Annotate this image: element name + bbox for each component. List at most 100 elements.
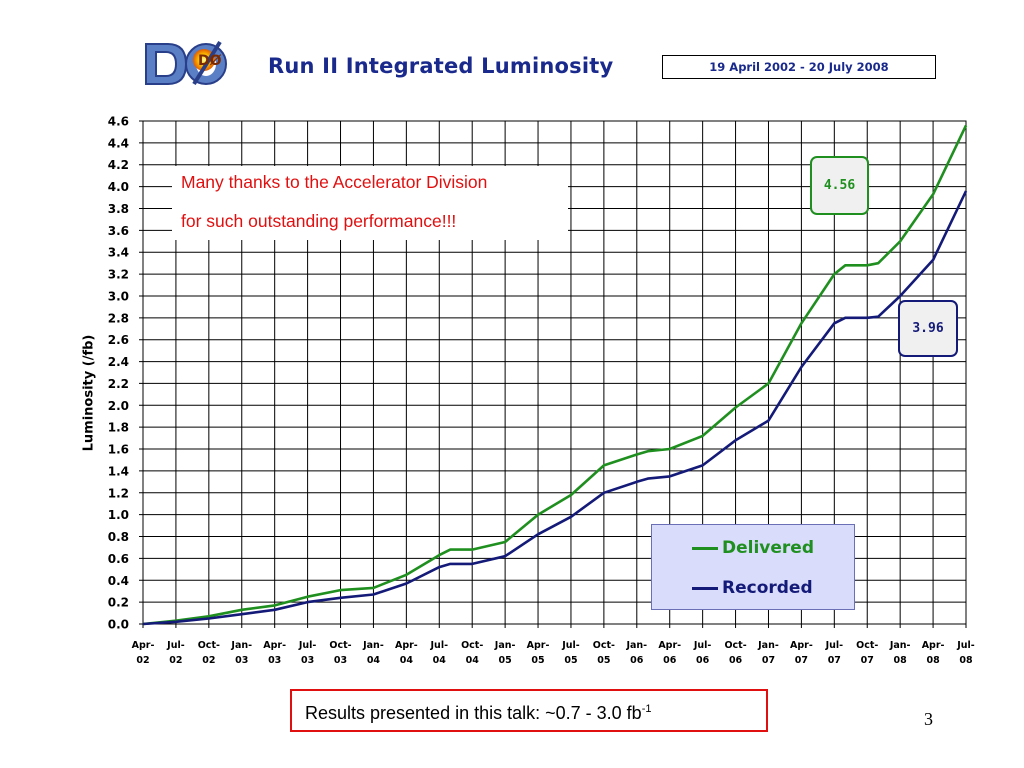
luminosity-chart: 0.0 0.2 0.4 0.6 0.8 1.0 1.2 1.4 1.6 1.8 2.0 2.2 2.4 2… (108, 115, 975, 667)
legend-item-recorded: Recorded (692, 578, 813, 598)
y-tick-label: 0.0 (108, 618, 129, 632)
y-tick-label: 3.8 (108, 202, 129, 216)
y-tick-label: 4.0 (108, 180, 129, 194)
series-line-recorded (142, 190, 968, 626)
x-tick-label: 07 (861, 655, 874, 666)
results-note: Results presented in this talk: ~0.7 - 3… (290, 689, 768, 732)
legend-swatch-delivered (692, 546, 718, 550)
x-tick-label: Oct- (724, 640, 746, 651)
x-tick-label: Jul- (825, 640, 844, 651)
y-tick-label: 4.2 (108, 158, 129, 172)
y-tick-label: 1.2 (108, 486, 129, 500)
y-tick-label: 1.4 (108, 464, 129, 478)
legend-label-delivered: Delivered (722, 538, 814, 558)
x-tick-label: 06 (663, 655, 677, 666)
y-tick-label: 2.0 (108, 399, 129, 413)
x-tick-label: Apr- (395, 640, 418, 651)
y-tick-label: 4.6 (108, 115, 129, 129)
y-tick-label: 2.8 (108, 311, 129, 325)
x-tick-label: Jul- (298, 640, 317, 651)
page-number: 3 (924, 709, 933, 729)
x-tick-label: Jul- (430, 640, 449, 651)
y-tick-label: 2.2 (108, 377, 129, 391)
x-tick-label: Oct- (461, 640, 483, 651)
x-tick-label: Jan- (625, 640, 647, 651)
x-tick-label: Jan- (889, 640, 911, 651)
y-tick-label: 0.2 (108, 596, 129, 610)
y-tick-label: 2.6 (108, 333, 129, 347)
x-tick-label: Jul- (693, 640, 712, 651)
x-tick-label: Jul- (561, 640, 580, 651)
y-tick-label: 3.6 (108, 224, 129, 238)
x-tick-label: 05 (531, 655, 544, 666)
x-tick-label: 05 (564, 655, 577, 666)
results-text: Results presented in this talk: ~0.7 - 3… (305, 703, 642, 723)
y-tick-label: 2.4 (108, 355, 129, 369)
x-tick-label: Jan- (362, 640, 384, 651)
x-tick-label: Apr- (527, 640, 550, 651)
y-tick-label: 4.4 (108, 136, 129, 150)
y-tick-label: 1.0 (108, 508, 129, 522)
x-tick-label: 08 (959, 655, 973, 666)
legend-label-recorded: Recorded (722, 578, 813, 598)
x-tick-label: 02 (169, 655, 182, 666)
y-tick-label: 0.6 (108, 552, 129, 566)
logo-text: DØ (198, 53, 222, 69)
x-tick-label: 03 (268, 655, 281, 666)
y-tick-label: 1.8 (108, 421, 129, 435)
x-tick-label: 05 (499, 655, 512, 666)
date-range-box: 19 April 2002 - 20 July 2008 (662, 55, 936, 79)
x-tick-label: 02 (136, 655, 149, 666)
x-tick-label: 07 (828, 655, 841, 666)
recorded-value-callout: 3.96 (898, 300, 958, 357)
x-tick-label: Apr- (658, 640, 681, 651)
x-tick-label: Jan- (757, 640, 779, 651)
series-line-delivered (142, 124, 968, 626)
x-tick-label: Oct- (856, 640, 878, 651)
x-tick-label: 03 (334, 655, 347, 666)
thanks-annotation: Many thanks to the Accelerator Division … (172, 166, 568, 240)
x-tick-label: Jan- (230, 640, 252, 651)
x-tick-label: 06 (729, 655, 743, 666)
x-tick-label: 05 (597, 655, 610, 666)
y-tick-label: 1.6 (108, 443, 129, 457)
x-tick-label: Oct- (329, 640, 351, 651)
x-tick-label: 04 (433, 655, 447, 666)
series-lines (142, 124, 968, 626)
x-tick-label: 07 (762, 655, 775, 666)
chart-legend: Delivered Recorded (651, 524, 855, 610)
x-tick-label: 03 (301, 655, 314, 666)
thanks-line-1: Many thanks to the Accelerator Division (181, 172, 488, 192)
x-tick-label: Apr- (263, 640, 286, 651)
y-tick-labels: 0.0 0.2 0.4 0.6 0.8 1.0 1.2 1.4 1.6 1.8 2.0 2.2 2.4 2… (108, 115, 129, 632)
results-superscript: -1 (641, 703, 652, 715)
x-tick-label: Jul- (166, 640, 185, 651)
x-tick-label: 06 (630, 655, 644, 666)
x-tick-label: 02 (202, 655, 215, 666)
x-tick-label: 08 (926, 655, 940, 666)
x-tick-label: 04 (367, 655, 381, 666)
x-tick-label: Apr- (790, 640, 813, 651)
x-tick-label: Oct- (593, 640, 615, 651)
x-tick-label: Oct- (198, 640, 220, 651)
delivered-value-callout: 4.56 (810, 156, 869, 215)
x-tick-label: 07 (795, 655, 808, 666)
legend-swatch-recorded (692, 586, 718, 590)
thanks-line-2: for such outstanding performance!!! (181, 211, 457, 231)
x-tick-label: Apr- (922, 640, 945, 651)
legend-item-delivered: Delivered (692, 538, 814, 558)
d0-logo-graphic: DØ (145, 40, 227, 86)
y-tick-label: 3.2 (108, 268, 129, 282)
x-tick-label: 04 (466, 655, 480, 666)
y-tick-label: 3.4 (108, 246, 129, 260)
x-tick-label: 03 (235, 655, 248, 666)
x-tick-label: 08 (894, 655, 908, 666)
x-tick-labels: Apr- 02 Jul- 02 Oct- 02 Jan- 03 Apr- 03 Jul- 03 Oct-… (132, 640, 975, 666)
y-tick-label: 0.8 (108, 530, 129, 544)
x-tick-label: Apr- (132, 640, 155, 651)
chart-title: Run II Integrated Luminosity (268, 54, 614, 78)
d0-logo: DØ (142, 38, 234, 88)
x-tick-label: 06 (696, 655, 710, 666)
x-tick-label: Jul- (956, 640, 975, 651)
y-tick-label: 3.0 (108, 289, 129, 303)
